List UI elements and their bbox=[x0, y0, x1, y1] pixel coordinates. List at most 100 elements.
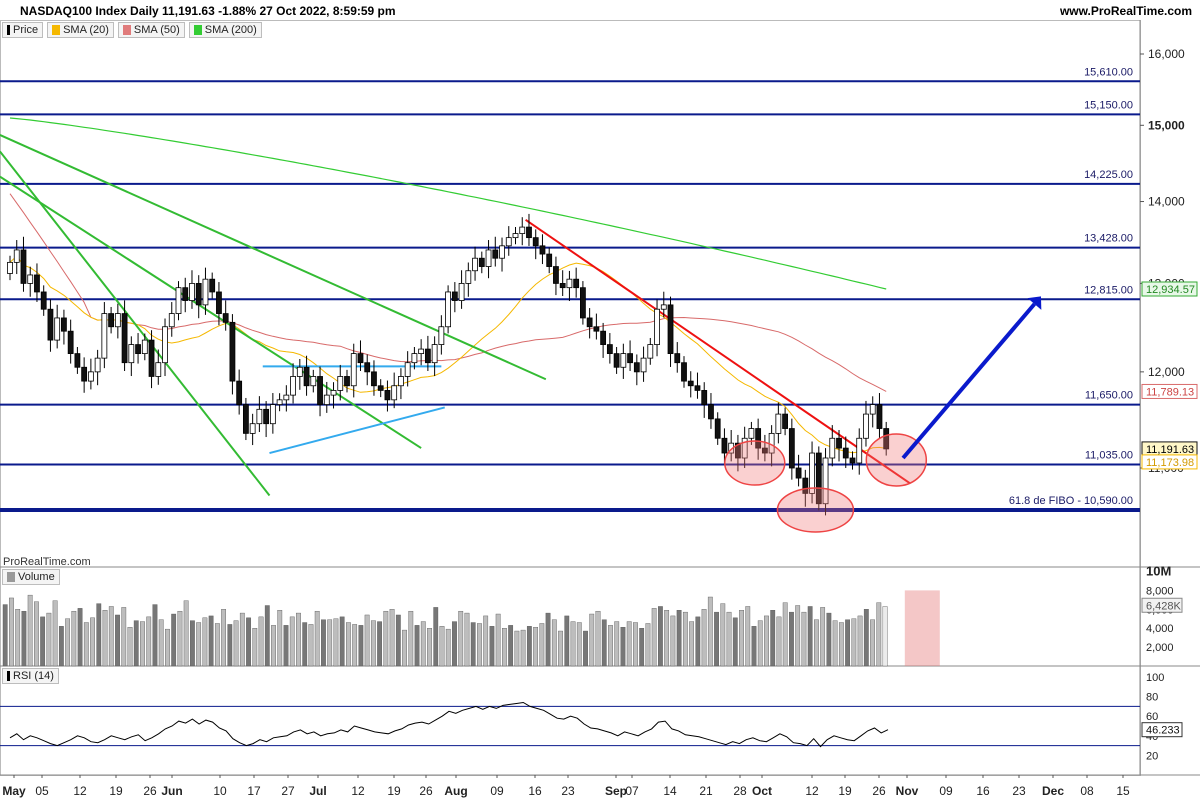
candle-body bbox=[708, 404, 714, 420]
volume-bar bbox=[526, 626, 532, 667]
volume-bar bbox=[670, 615, 676, 667]
candle-body bbox=[108, 313, 114, 328]
volume-bar bbox=[583, 630, 588, 667]
candle-body bbox=[499, 245, 505, 259]
candle-body bbox=[323, 394, 330, 405]
candle-body bbox=[647, 344, 654, 359]
volume-bar bbox=[508, 625, 514, 667]
candle-body bbox=[741, 437, 748, 459]
candle-body bbox=[263, 408, 270, 425]
legend-sma20[interactable]: SMA (20) bbox=[47, 22, 114, 38]
candle-body bbox=[229, 321, 236, 382]
rsi-tick-label: 20 bbox=[1146, 750, 1158, 762]
volume-bar bbox=[832, 620, 838, 667]
volume-bar bbox=[146, 616, 152, 667]
candle-body bbox=[317, 376, 323, 405]
volume-bar bbox=[9, 597, 14, 667]
volume-bar bbox=[870, 619, 875, 667]
rsi-line bbox=[9, 701, 889, 748]
rsi-value-tag bbox=[1141, 722, 1183, 738]
volume-bar bbox=[40, 616, 46, 667]
candle-body bbox=[633, 362, 640, 373]
volume-bar bbox=[65, 618, 71, 667]
y-tick-label: 14,000 bbox=[1148, 195, 1185, 209]
candle-body bbox=[546, 253, 553, 267]
volume-bar bbox=[726, 611, 732, 667]
x-tick-label: 16 bbox=[528, 784, 542, 798]
legend-price-label: Price bbox=[13, 24, 39, 36]
volume-bar bbox=[289, 616, 295, 667]
volume-tick-label: 10M bbox=[1146, 564, 1171, 579]
watermark: ProRealTime.com bbox=[3, 556, 91, 568]
candle-body bbox=[128, 344, 135, 364]
candle-body bbox=[586, 317, 593, 328]
value-tag bbox=[1141, 281, 1198, 297]
legend-sma50[interactable]: SMA (50) bbox=[117, 22, 185, 38]
x-tick-label: 26 bbox=[143, 784, 157, 798]
volume-bar bbox=[402, 629, 407, 667]
value-tag bbox=[1141, 383, 1198, 399]
x-tick-label: 21 bbox=[699, 784, 713, 798]
candle-body bbox=[445, 291, 452, 328]
volume-bar bbox=[427, 628, 432, 667]
volume-bar bbox=[782, 602, 788, 667]
arrow-head bbox=[1027, 296, 1042, 310]
candle-body bbox=[101, 313, 108, 359]
candle-body bbox=[465, 270, 472, 284]
candle-body bbox=[391, 385, 398, 401]
legend-rsi[interactable]: RSI (14) bbox=[2, 668, 59, 684]
volume-bar bbox=[358, 625, 364, 667]
volume-bar bbox=[140, 621, 145, 667]
candle-body bbox=[377, 385, 384, 391]
green-trendline bbox=[0, 150, 271, 497]
sma-lines bbox=[9, 117, 887, 454]
volume-bar bbox=[795, 605, 801, 667]
x-tick-label: Dec bbox=[1042, 784, 1064, 798]
value-tag-label: 11,173.98 bbox=[1146, 457, 1194, 469]
candle-body bbox=[337, 376, 344, 391]
candle-body bbox=[701, 390, 708, 405]
candle-body bbox=[54, 317, 61, 341]
volume-highlight bbox=[904, 590, 940, 666]
volume-tick-label: 4,000 bbox=[1146, 623, 1174, 635]
rsi-tick-label: 100 bbox=[1146, 672, 1164, 684]
x-tick-label: 23 bbox=[1012, 784, 1026, 798]
x-tick-label: 17 bbox=[247, 784, 261, 798]
volume-tick-label: 2,000 bbox=[1146, 642, 1174, 654]
volume-bar bbox=[202, 617, 208, 667]
volume-bar bbox=[408, 610, 414, 667]
x-tick-label: 14 bbox=[663, 784, 677, 798]
candle-body bbox=[485, 249, 492, 267]
candle-body bbox=[829, 437, 836, 459]
volume-bar bbox=[470, 622, 476, 667]
volume-bar bbox=[302, 622, 308, 667]
candle-body bbox=[168, 313, 175, 328]
candle-body bbox=[519, 226, 526, 234]
volume-bar bbox=[863, 609, 869, 667]
volume-bar bbox=[439, 626, 445, 667]
volume-bar bbox=[608, 625, 613, 667]
x-tick-label: Aug bbox=[444, 784, 467, 798]
x-tick-label: 27 bbox=[281, 784, 295, 798]
candle-body bbox=[162, 326, 168, 364]
volume-bar bbox=[651, 608, 657, 667]
legend-volume[interactable]: Volume bbox=[2, 569, 60, 585]
volume-bar bbox=[626, 621, 632, 667]
volume-bar bbox=[414, 625, 420, 667]
candle-body bbox=[539, 245, 546, 255]
volume-bar bbox=[770, 610, 776, 667]
candle-body bbox=[640, 357, 647, 373]
legend-sma200[interactable]: SMA (200) bbox=[188, 22, 262, 38]
candle-body bbox=[782, 413, 788, 429]
candle-body bbox=[667, 304, 674, 354]
volume-bar bbox=[882, 606, 888, 667]
volume-bar bbox=[246, 617, 251, 667]
x-tick-label: 16 bbox=[976, 784, 990, 798]
legend-price[interactable]: Price bbox=[2, 22, 44, 38]
candle-body bbox=[606, 344, 613, 354]
volume-bar bbox=[433, 607, 439, 667]
value-tag-label: 11,789.13 bbox=[1146, 386, 1194, 398]
volume-bar bbox=[383, 610, 389, 667]
y-tick-label: 16,000 bbox=[1148, 47, 1185, 61]
volume-bar bbox=[333, 618, 339, 667]
